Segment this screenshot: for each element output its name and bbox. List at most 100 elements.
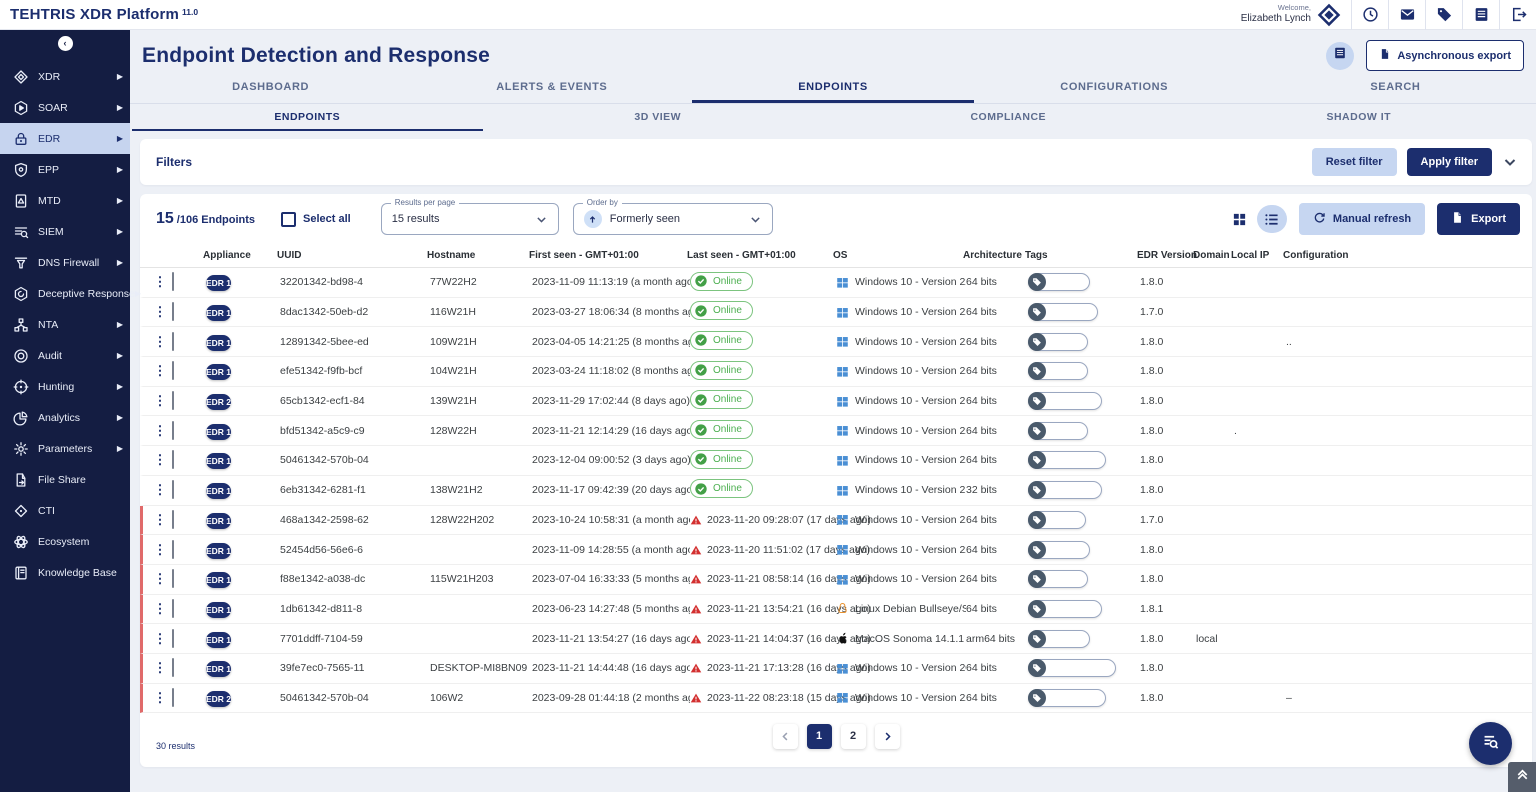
online-status-badge: Online [690,449,753,469]
export-queue-button[interactable] [1326,41,1355,70]
row-checkbox[interactable] [172,391,174,411]
subtab-endpoints[interactable]: ENDPOINTS [132,104,483,131]
tab-alerts-events[interactable]: ALERTS & EVENTS [496,81,608,93]
row-checkbox[interactable] [172,569,174,589]
tags-control[interactable] [1028,273,1090,292]
sidebar-collapse-button[interactable]: ‹ [57,36,73,51]
tab-configurations[interactable]: CONFIGURATIONS [1060,81,1169,93]
tab-endpoints[interactable]: ENDPOINTS [692,75,974,103]
sidebar-item-nta[interactable]: NTA ▶ [0,309,130,340]
row-menu-button[interactable]: ⋮ [153,600,167,616]
tags-control[interactable] [1028,599,1102,618]
sidebar-item-epp[interactable]: EPP ▶ [0,154,130,185]
sidebar-item-edr[interactable]: EDR ▶ [0,123,130,154]
row-checkbox[interactable] [172,509,174,529]
row-menu-button[interactable]: ⋮ [153,363,167,379]
tag-icon[interactable] [1425,0,1462,30]
scroll-to-top-button[interactable] [1508,762,1536,792]
apply-filter-button[interactable]: Apply filter [1406,148,1492,176]
select-all-checkbox[interactable] [281,211,297,227]
row-menu-button[interactable]: ⋮ [153,393,167,409]
subtab-3d-view[interactable]: 3D VIEW [634,111,682,123]
export-button[interactable]: Export [1437,203,1520,235]
tags-control[interactable] [1028,392,1102,411]
tags-control[interactable] [1028,303,1098,322]
sidebar-item-cti[interactable]: CTI ▶ [0,495,130,526]
tags-control[interactable] [1028,570,1088,589]
row-menu-button[interactable]: ⋮ [153,689,167,705]
page-button-2[interactable]: 2 [840,723,866,749]
page-button-1[interactable]: 1 [806,723,832,749]
row-checkbox[interactable] [172,272,174,292]
row-menu-button[interactable]: ⋮ [153,571,167,587]
tags-control[interactable] [1028,688,1106,707]
row-checkbox[interactable] [172,658,174,678]
row-checkbox[interactable] [172,331,174,351]
sidebar-item-dns-firewall[interactable]: DNS Firewall ▶ [0,247,130,278]
grid-view-icon[interactable] [1225,205,1255,233]
row-checkbox[interactable] [172,450,174,470]
row-menu-button[interactable]: ⋮ [153,304,167,320]
sidebar-item-analytics[interactable]: Analytics ▶ [0,402,130,433]
row-checkbox[interactable] [172,598,174,618]
sidebar-item-deceptive-response[interactable]: Deceptive Response ▶ [0,278,141,309]
sidebar-item-file-share[interactable]: File Share ▶ [0,464,130,495]
sidebar-item-audit[interactable]: Audit ▶ [0,340,130,371]
sidebar-item-xdr[interactable]: XDR ▶ [0,61,130,92]
next-page-button[interactable] [874,723,900,749]
tags-control[interactable] [1028,362,1088,381]
tags-control[interactable] [1028,421,1088,440]
row-menu-button[interactable]: ⋮ [153,660,167,676]
select-all-control[interactable]: Select all [281,211,351,227]
clock-icon[interactable] [1351,0,1388,30]
tags-control[interactable] [1028,629,1090,648]
list-icon[interactable] [1462,0,1499,30]
row-checkbox[interactable] [172,361,174,381]
online-status-badge: Online [690,390,753,410]
tags-control[interactable] [1028,481,1102,500]
chevron-down-icon[interactable] [1502,154,1518,170]
row-menu-button[interactable]: ⋮ [153,333,167,349]
row-checkbox[interactable] [172,480,174,500]
row-menu-button[interactable]: ⋮ [153,630,167,646]
tags-control[interactable] [1028,540,1090,559]
row-checkbox[interactable] [172,687,174,707]
log-search-fab[interactable] [1469,722,1512,765]
tags-control[interactable] [1028,332,1088,351]
manual-refresh-button[interactable]: Manual refresh [1298,203,1426,235]
row-checkbox[interactable] [172,539,174,559]
row-menu-button[interactable]: ⋮ [153,541,167,557]
row-checkbox[interactable] [172,302,174,322]
reset-filter-button[interactable]: Reset filter [1311,148,1397,176]
results-per-page-select[interactable]: Results per page 15 results [380,198,559,235]
asynchronous-export-button[interactable]: Asynchronous export [1366,40,1524,71]
row-menu-button[interactable]: ⋮ [153,452,167,468]
logout-icon[interactable] [1499,0,1536,30]
hostname-cell: 128W22H [430,424,477,437]
sidebar-item-knowledge-base[interactable]: Knowledge Base ▶ [0,557,130,588]
mail-icon[interactable] [1388,0,1425,30]
row-menu-button[interactable]: ⋮ [153,422,167,438]
list-view-icon[interactable] [1256,205,1287,233]
row-menu-button[interactable]: ⋮ [153,511,167,527]
row-menu-button[interactable]: ⋮ [153,482,167,498]
tab-dashboard[interactable]: DASHBOARD [232,81,310,93]
prev-page-button[interactable] [772,723,798,749]
order-by-select[interactable]: Order by Formerly seen [572,198,773,235]
sidebar-item-mtd[interactable]: MTD ▶ [0,185,130,216]
sidebar-item-parameters[interactable]: Parameters ▶ [0,433,130,464]
tags-control[interactable] [1028,510,1086,529]
sidebar-item-ecosystem[interactable]: Ecosystem ▶ [0,526,130,557]
sidebar-item-hunting[interactable]: Hunting ▶ [0,371,130,402]
tab-search[interactable]: SEARCH [1370,81,1421,93]
row-checkbox[interactable] [172,420,174,440]
sidebar-item-siem[interactable]: SIEM ▶ [0,216,130,247]
tags-control[interactable] [1028,451,1106,470]
sidebar-item-soar[interactable]: SOAR ▶ [0,92,130,123]
count-shown: 15 [156,210,174,227]
subtab-compliance[interactable]: COMPLIANCE [970,111,1047,123]
tags-control[interactable] [1028,659,1116,678]
subtab-shadow-it[interactable]: SHADOW IT [1326,111,1392,123]
row-checkbox[interactable] [172,628,174,648]
row-menu-button[interactable]: ⋮ [153,274,167,290]
